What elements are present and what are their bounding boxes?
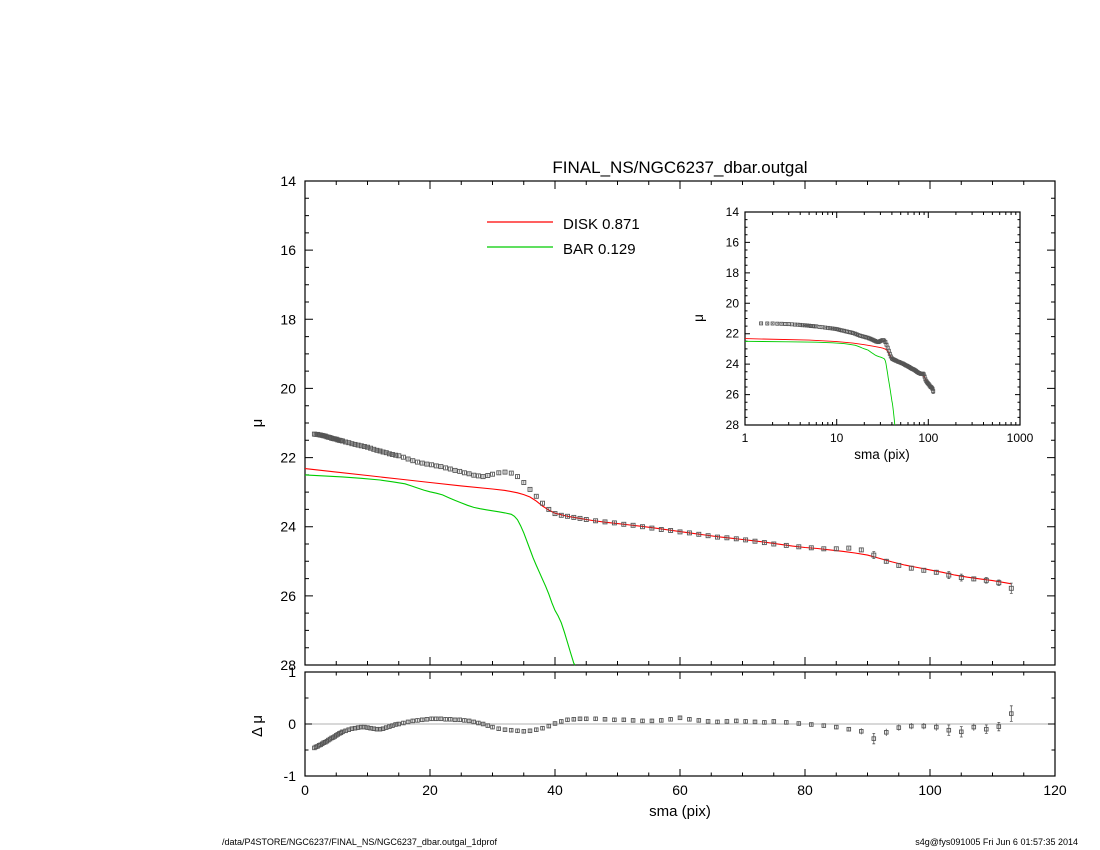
residual-y-tick-label: 0 (288, 716, 296, 732)
plot-title: FINAL_NS/NGC6237_dbar.outgal (552, 158, 807, 177)
main-y-tick-label: 14 (280, 173, 296, 189)
main-ticks (304, 180, 1056, 666)
x-tick-label: 120 (1043, 782, 1067, 798)
x-tick-label: 40 (547, 782, 563, 798)
inset-plot: 1 10 100 1000 14 16 18 20 22 24 26 28 (726, 205, 1034, 445)
inset-y-tick-label: 14 (726, 205, 740, 219)
inset-y-tick-label: 20 (726, 296, 740, 310)
x-tick-label: 100 (918, 782, 942, 798)
residual-data-points (312, 711, 1014, 751)
x-tick-label: 0 (301, 782, 309, 798)
main-y-tick-label: 26 (280, 588, 296, 604)
inset-x-tick-label: 100 (918, 431, 938, 445)
main-plot: 14 16 18 20 22 24 26 28 (280, 173, 1056, 673)
main-axes-box (304, 180, 1056, 666)
main-y-tick-label: 28 (280, 657, 296, 673)
main-y-tick-label: 18 (280, 311, 296, 327)
x-tick-label: 60 (672, 782, 688, 798)
x-tick-label: 20 (422, 782, 438, 798)
main-data-points (311, 431, 1014, 591)
inset-y-tick-label: 26 (726, 388, 740, 402)
inset-y-tick-label: 28 (726, 418, 740, 432)
residual-axes-box (304, 671, 1056, 777)
main-y-tick-label: 20 (280, 380, 296, 396)
inset-y-tick-label: 16 (726, 235, 740, 249)
residual-error-bars (314, 705, 1013, 750)
inset-y-tick-label: 22 (726, 327, 740, 341)
inset-data-points (759, 321, 936, 394)
inset-ticks (744, 211, 1021, 426)
inset-y-tick-label: 18 (726, 266, 740, 280)
inset-bar-line (744, 340, 896, 426)
footer-user-timestamp: s4g@fys091005 Fri Jun 6 01:57:35 2014 (915, 837, 1078, 847)
inset-axes-box (744, 211, 1021, 426)
main-y-tick-label: 16 (280, 242, 296, 258)
inset-x-axis-label: sma (pix) (854, 447, 910, 462)
main-y-axis-label: μ (249, 419, 266, 428)
residual-y-axis-label: Δ μ (249, 715, 266, 737)
inset-x-tick-label: 1 (742, 431, 749, 445)
bar-model-line (304, 474, 576, 666)
legend: DISK 0.871 BAR 0.129 (487, 216, 640, 258)
inset-x-tick-label: 1000 (1007, 431, 1034, 445)
inset-x-tick-label: 10 (830, 431, 844, 445)
x-tick-label: 80 (797, 782, 813, 798)
residual-y-tick-label: 1 (288, 664, 296, 680)
residual-y-tick-label: -1 (284, 768, 297, 784)
inset-y-axis-label: μ (691, 314, 706, 322)
inset-y-tick-label: 24 (726, 357, 740, 371)
legend-disk-label: DISK 0.871 (563, 216, 640, 233)
residual-plot: 10-10 20 40 60 80 100 120 (284, 664, 1067, 798)
main-y-tick-label: 24 (280, 519, 296, 535)
legend-bar-label: BAR 0.129 (563, 241, 636, 258)
x-axis-label: sma (pix) (649, 803, 711, 820)
footer-file-path: /data/P4STORE/NGC6237/FINAL_NS/NGC6237_d… (222, 837, 497, 847)
main-y-tick-label: 22 (280, 450, 296, 466)
